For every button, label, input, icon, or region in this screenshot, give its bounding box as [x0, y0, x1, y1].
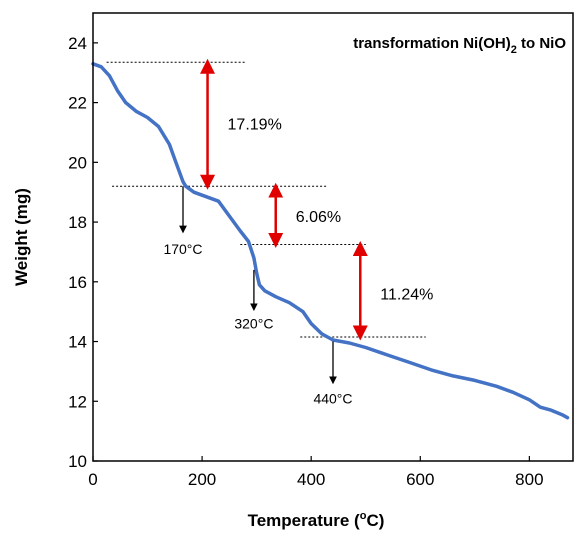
plot-area: 0 200 400 600 800 10 12 14 16 18 20 22 24 17.19% 6.06%…: [68, 34, 570, 489]
y-tick-label: 20: [68, 153, 87, 172]
chart-title-end: to NiO: [517, 35, 566, 52]
x-axis-title-main: Temperature (: [248, 511, 360, 530]
y-tick-label: 10: [68, 452, 87, 471]
x-axis-title: Temperature (oC): [248, 510, 385, 530]
y-tick-label: 24: [68, 34, 87, 53]
plot-frame: [92, 12, 574, 462]
mass-loss-label: 6.06%: [296, 209, 341, 226]
chart-title: transformation Ni(OH)2 to NiO: [353, 35, 566, 56]
y-tick-label: 18: [68, 213, 87, 232]
mass-loss-label: 17.19%: [228, 117, 282, 134]
temperature-label: 320°C: [234, 316, 273, 332]
chart-title-main: transformation Ni(OH): [353, 35, 511, 52]
y-axis-title: Weight (mg): [12, 188, 31, 286]
x-tick-label: 400: [297, 470, 325, 489]
x-axis-title-superscript: o: [360, 510, 367, 522]
x-tick-label: 200: [188, 470, 216, 489]
y-tick-label: 22: [68, 94, 87, 113]
y-tick-label: 14: [68, 333, 87, 352]
x-tick-label: 800: [515, 470, 543, 489]
x-tick-label: 600: [406, 470, 434, 489]
x-axis-title-end: C): [366, 511, 384, 530]
x-tick-label: 0: [88, 470, 97, 489]
chart-title-subscript: 2: [511, 44, 517, 56]
weight-curve: [91, 62, 570, 420]
temperature-label: 170°C: [163, 241, 202, 257]
y-tick-label: 12: [68, 392, 87, 411]
y-tick-label: 16: [68, 273, 87, 292]
temperature-label: 440°C: [313, 390, 352, 406]
mass-loss-label: 11.24%: [380, 287, 433, 304]
